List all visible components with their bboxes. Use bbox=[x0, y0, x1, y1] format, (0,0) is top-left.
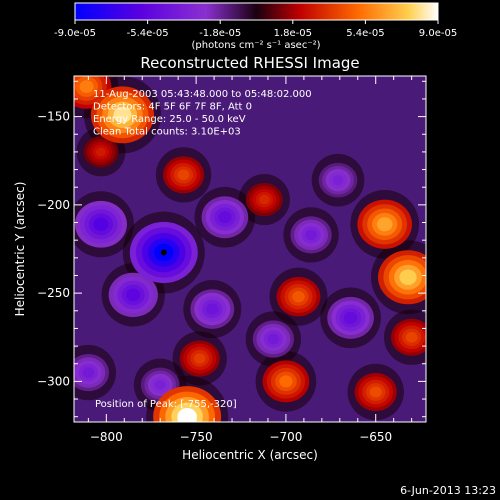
y-tick-label: −250 bbox=[37, 286, 70, 300]
negative-emission-blob bbox=[343, 311, 358, 324]
positive-emission-blob bbox=[113, 106, 132, 123]
heatmap-image bbox=[74, 76, 426, 422]
positive-emission-blob bbox=[79, 80, 94, 93]
negative-emission-blob bbox=[93, 217, 109, 231]
axes: −800 −750 −700 −650 −150 −200 −250 −300 bbox=[37, 76, 426, 444]
colorbar-tick-label: 5.4e-05 bbox=[346, 28, 384, 39]
positive-emission-blob bbox=[177, 169, 190, 181]
x-tick-label: −650 bbox=[359, 430, 392, 444]
heatmap-blobs bbox=[74, 76, 426, 422]
positive-emission-blob bbox=[95, 147, 106, 157]
positive-emission-blob bbox=[399, 269, 417, 285]
colorbar-tick-label: -9.0e-05 bbox=[54, 28, 96, 39]
x-tick-label: −700 bbox=[269, 430, 302, 444]
positive-emission-blob bbox=[369, 386, 382, 398]
colorbar-tick-label: -1.8e-05 bbox=[199, 28, 241, 39]
chart-title: Reconstructed RHESSI Image bbox=[140, 54, 359, 72]
observation-info-line: Energy Range: 25.0 - 50.0 keV bbox=[93, 114, 246, 125]
negative-emission-blob bbox=[82, 367, 95, 378]
positive-emission-blob bbox=[279, 375, 293, 388]
negative-emission-blob bbox=[206, 303, 219, 315]
y-tick-label: −300 bbox=[37, 374, 70, 388]
minimum-marker bbox=[160, 249, 167, 256]
colorbar-tick-label: 1.8e-05 bbox=[274, 28, 312, 39]
observation-info-line: Detectors: 4F 5F 6F 7F 8F, Att 0 bbox=[93, 102, 252, 113]
positive-emission-blob bbox=[177, 407, 197, 422]
negative-emission-blob bbox=[267, 333, 280, 345]
observation-info-line: 11-Aug-2003 05:43:48.000 to 05:48:02.000 bbox=[93, 89, 312, 100]
positive-emission-blob bbox=[376, 217, 393, 232]
x-axis-label: Heliocentric X (arcsec) bbox=[182, 448, 318, 462]
positive-emission-blob bbox=[292, 291, 305, 303]
positive-emission-blob bbox=[259, 194, 270, 205]
colorbar-tick-label: 9.0e-05 bbox=[419, 28, 457, 39]
observation-info: 11-Aug-2003 05:43:48.000 to 05:48:02.000… bbox=[93, 89, 312, 138]
colorbar-unit-label: (photons cm⁻² s⁻¹ asec⁻²) bbox=[191, 40, 320, 51]
y-tick-label: −200 bbox=[37, 198, 70, 212]
colorbar-ticks bbox=[74, 20, 439, 24]
negative-emission-blob bbox=[218, 211, 232, 224]
negative-emission-blob bbox=[332, 175, 344, 186]
peak-position-label: Position of Peak: [-755,-320] bbox=[95, 399, 237, 410]
colorbar-tick-label: -5.4e-05 bbox=[127, 28, 169, 39]
positive-emission-blob bbox=[193, 353, 206, 364]
x-tick-label: −750 bbox=[180, 430, 213, 444]
negative-emission-blob bbox=[305, 229, 317, 241]
colorbar bbox=[74, 2, 439, 21]
colorbar-tick-labels: -9.0e-05 -5.4e-05 -1.8e-05 1.8e-05 5.4e-05 9.… bbox=[54, 28, 457, 39]
observation-info-line: Clean Total counts: 3.10E+03 bbox=[93, 127, 241, 138]
x-tick-label: −800 bbox=[90, 430, 123, 444]
y-axis-label: Heliocentric Y (arcsec) bbox=[13, 182, 27, 317]
y-tick-label: −150 bbox=[37, 110, 70, 124]
negative-emission-blob bbox=[126, 288, 141, 302]
negative-emission-blob bbox=[154, 379, 166, 390]
positive-emission-blob bbox=[405, 331, 418, 343]
date-stamp: 6-Jun-2013 13:23 bbox=[400, 484, 496, 497]
